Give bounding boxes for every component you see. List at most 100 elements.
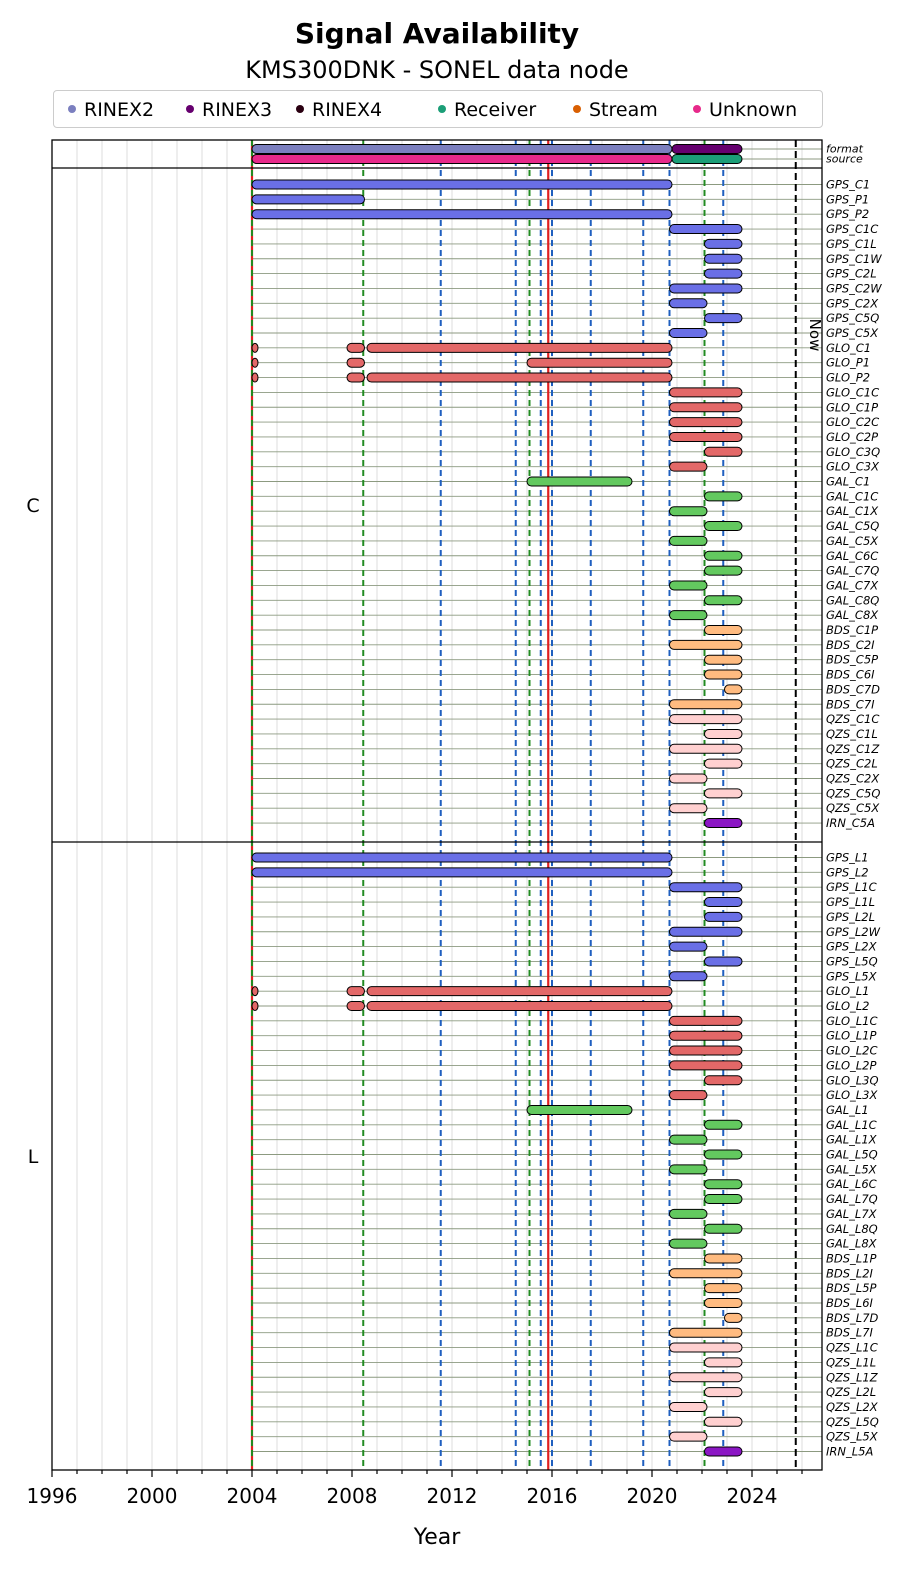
signal-bar	[704, 521, 743, 532]
row-label: GPS_L2	[826, 865, 869, 879]
signal-bar	[704, 313, 743, 324]
row-label: GLO_C1	[826, 341, 871, 355]
signal-bar	[366, 986, 673, 997]
row-label: GLO_P1	[826, 356, 870, 370]
row-label: GLO_L2	[826, 999, 870, 1013]
x-tick-label: 2008	[327, 1484, 378, 1508]
signal-bar	[669, 714, 743, 725]
signal-bar	[669, 580, 708, 591]
signal-bar	[704, 625, 743, 635]
row-label: QZS_C5X	[826, 801, 880, 815]
row-label: BDS_C7D	[826, 682, 880, 696]
row-label: GPS_L2X	[826, 940, 878, 954]
signal-bar	[669, 506, 708, 517]
row-label: BDS_L1P	[826, 1251, 877, 1265]
signal-bar	[704, 1416, 743, 1427]
row-label: BDS_L6I	[826, 1296, 874, 1310]
row-label: QZS_C2X	[826, 772, 880, 786]
signal-bar	[366, 342, 673, 353]
row-label: GAL_L8Q	[826, 1222, 878, 1236]
row-label: GPS_C1	[826, 178, 870, 192]
signal-bar	[669, 610, 708, 621]
row-label: GAL_L5X	[826, 1162, 878, 1176]
row-label: GPS_L1L	[826, 895, 875, 909]
signal-bar	[704, 1253, 743, 1264]
signal-bar	[366, 372, 673, 383]
row-label: IRN_L5A	[826, 1445, 873, 1459]
signal-bar	[704, 1357, 743, 1368]
signal-bar	[669, 699, 743, 710]
panel-label: C	[26, 495, 39, 517]
row-label: QZS_L5X	[826, 1430, 879, 1444]
row-label: GPS_L5Q	[826, 954, 878, 968]
meta-bar	[671, 144, 743, 154]
row-label: GAL_C6C	[826, 549, 878, 563]
row-label: GAL_C1X	[826, 504, 879, 518]
row-label: BDS_C6I	[826, 668, 875, 682]
signal-bar	[704, 956, 743, 967]
signal-bar	[669, 387, 743, 398]
row-label: GPS_C2W	[826, 281, 882, 295]
signal-bar	[669, 743, 743, 754]
row-label: GAL_C1	[826, 475, 870, 489]
signal-bar	[669, 1208, 708, 1219]
row-label: GPS_L1	[826, 851, 869, 865]
row-label: GLO_L2P	[826, 1058, 876, 1072]
meta-bar	[251, 154, 673, 164]
row-label: GPS_C2X	[826, 296, 879, 310]
row-label: BDS_L5P	[826, 1281, 877, 1295]
signal-bar	[669, 1342, 743, 1353]
signal-bar	[669, 773, 708, 784]
signal-bar	[669, 803, 708, 814]
signal-bar	[724, 1312, 743, 1323]
row-label: QZS_C5Q	[826, 786, 880, 800]
row-label: GLO_C2P	[826, 430, 878, 444]
row-label: QZS_C1C	[826, 712, 879, 726]
row-label: BDS_C5P	[826, 653, 878, 667]
row-label: GAL_C8X	[826, 608, 879, 622]
row-label: GAL_C1C	[826, 489, 878, 503]
row-label: GAL_L7X	[826, 1207, 878, 1221]
signal-bar	[669, 535, 708, 546]
signal-bar	[251, 357, 259, 368]
signal-bar	[669, 1015, 743, 1026]
signal-bar	[704, 595, 743, 606]
signal-bar	[724, 684, 743, 695]
row-label: GLO_P2	[826, 371, 870, 385]
signal-bar	[669, 298, 708, 309]
meta-row-label: format	[826, 143, 864, 156]
x-axis-label: Year	[413, 1525, 462, 1550]
signal-bar	[669, 1327, 743, 1338]
signal-bar	[704, 1194, 743, 1205]
signal-bar	[704, 1223, 743, 1234]
panel-label: L	[28, 1146, 39, 1168]
row-label: BDS_L7D	[826, 1311, 879, 1325]
signal-bar	[669, 328, 708, 338]
signal-bar	[346, 357, 365, 368]
row-label: GAL_L7Q	[826, 1192, 878, 1206]
x-tick-label: 2012	[427, 1484, 478, 1508]
row-label: QZS_L1L	[826, 1355, 876, 1369]
signal-bar	[704, 268, 743, 279]
signal-bar	[669, 1090, 708, 1101]
signal-bar	[251, 209, 673, 220]
signal-bar	[704, 1298, 743, 1308]
signal-bar	[251, 342, 259, 353]
row-label: QZS_L5Q	[826, 1415, 879, 1429]
signal-bar	[346, 372, 365, 383]
signal-bar	[704, 818, 743, 829]
row-label: GLO_C3X	[826, 460, 880, 474]
row-label: GAL_C7X	[826, 578, 879, 592]
row-label: GLO_C1P	[826, 400, 878, 414]
row-label: QZS_L1C	[826, 1341, 878, 1355]
signal-bar	[704, 253, 743, 264]
row-label: GAL_C7Q	[826, 564, 879, 578]
signal-bar	[704, 1075, 743, 1086]
signal-bar	[366, 1001, 673, 1011]
signal-bar	[251, 179, 673, 190]
meta-bar	[671, 154, 743, 164]
chart-legend	[53, 90, 823, 128]
row-label: BDS_L2I	[826, 1266, 874, 1280]
row-label: GAL_L8X	[826, 1237, 878, 1251]
